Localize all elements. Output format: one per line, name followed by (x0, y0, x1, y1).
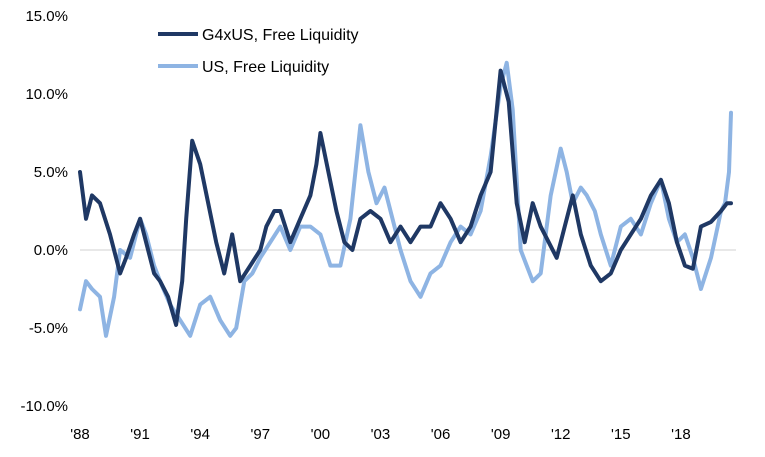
y-tick-label: 0.0% (34, 242, 68, 259)
legend-label-g4xus: G4xUS, Free Liquidity (202, 27, 359, 44)
x-tick-label: '06 (431, 426, 451, 443)
x-tick-label: '12 (551, 426, 571, 443)
y-tick-label: 5.0% (34, 164, 68, 181)
y-tick-label: 10.0% (25, 86, 68, 103)
y-tick-label: -5.0% (29, 320, 68, 337)
y-axis: -10.0% -5.0% 0.0% 5.0% 10.0% 15.0% (20, 8, 68, 415)
x-tick-label: '91 (130, 426, 150, 443)
legend-label-us: US, Free Liquidity (202, 59, 329, 76)
x-tick-label: '15 (611, 426, 631, 443)
x-tick-label: '00 (311, 426, 331, 443)
x-tick-label: '09 (491, 426, 511, 443)
series-line-us-free-liquidity (78, 60, 733, 338)
x-tick-label: '97 (250, 426, 270, 443)
x-tick-label: '88 (70, 426, 90, 443)
x-tick-label: '03 (371, 426, 391, 443)
y-tick-label: 15.0% (25, 8, 68, 25)
x-tick-label: '94 (190, 426, 210, 443)
y-tick-label: -10.0% (20, 398, 68, 415)
series-layer (78, 60, 733, 338)
x-tick-label: '18 (671, 426, 691, 443)
legend: G4xUS, Free Liquidity US, Free Liquidity (158, 27, 359, 76)
x-axis: '88 '91 '94 '97 '00 '03 '06 '09 '12 '15 … (70, 426, 690, 443)
series-line-g4xus-free-liquidity (78, 68, 733, 327)
